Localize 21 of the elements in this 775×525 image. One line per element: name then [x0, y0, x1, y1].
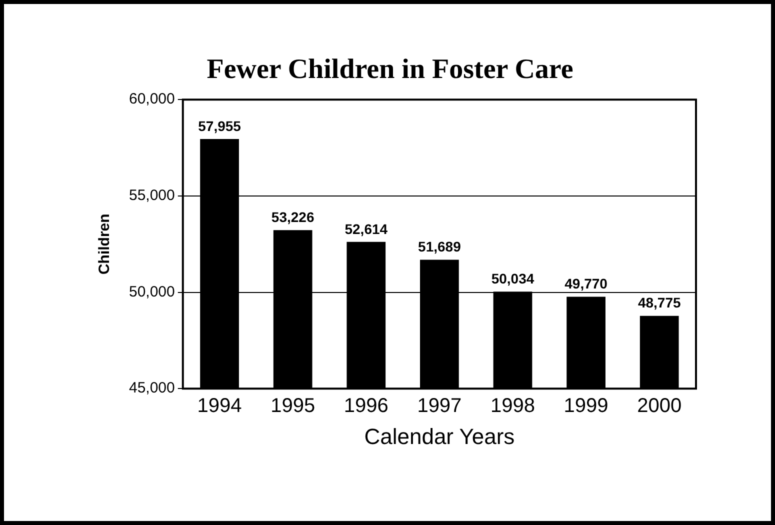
chart-title: Fewer Children in Foster Care — [206, 54, 574, 86]
y-tick-label: 55,000 — [128, 187, 175, 204]
x-tick-label: 1994 — [197, 395, 242, 418]
y-tick-label: 45,000 — [128, 380, 175, 397]
data-label: 53,226 — [271, 208, 314, 225]
data-label: 49,770 — [564, 276, 608, 292]
x-tick-label: 1998 — [490, 395, 535, 418]
data-label: 52,614 — [344, 220, 388, 237]
x-tick-label: 2000 — [637, 395, 682, 418]
data-label: 48,775 — [638, 294, 681, 311]
y-axis-title: Children — [96, 214, 114, 275]
y-tick-label: 50,000 — [128, 283, 175, 300]
x-tick-label: 1995 — [270, 395, 316, 418]
data-label: 57,955 — [198, 118, 242, 134]
x-axis-title: Calendar Years — [364, 424, 515, 449]
data-label: 51,689 — [418, 238, 462, 255]
x-tick-label: 1997 — [417, 395, 462, 418]
x-tick-label: 1999 — [564, 395, 608, 418]
x-tick-label: 1996 — [344, 395, 388, 418]
data-label: 50,034 — [491, 270, 534, 286]
y-tick-label: 60,000 — [128, 90, 175, 108]
